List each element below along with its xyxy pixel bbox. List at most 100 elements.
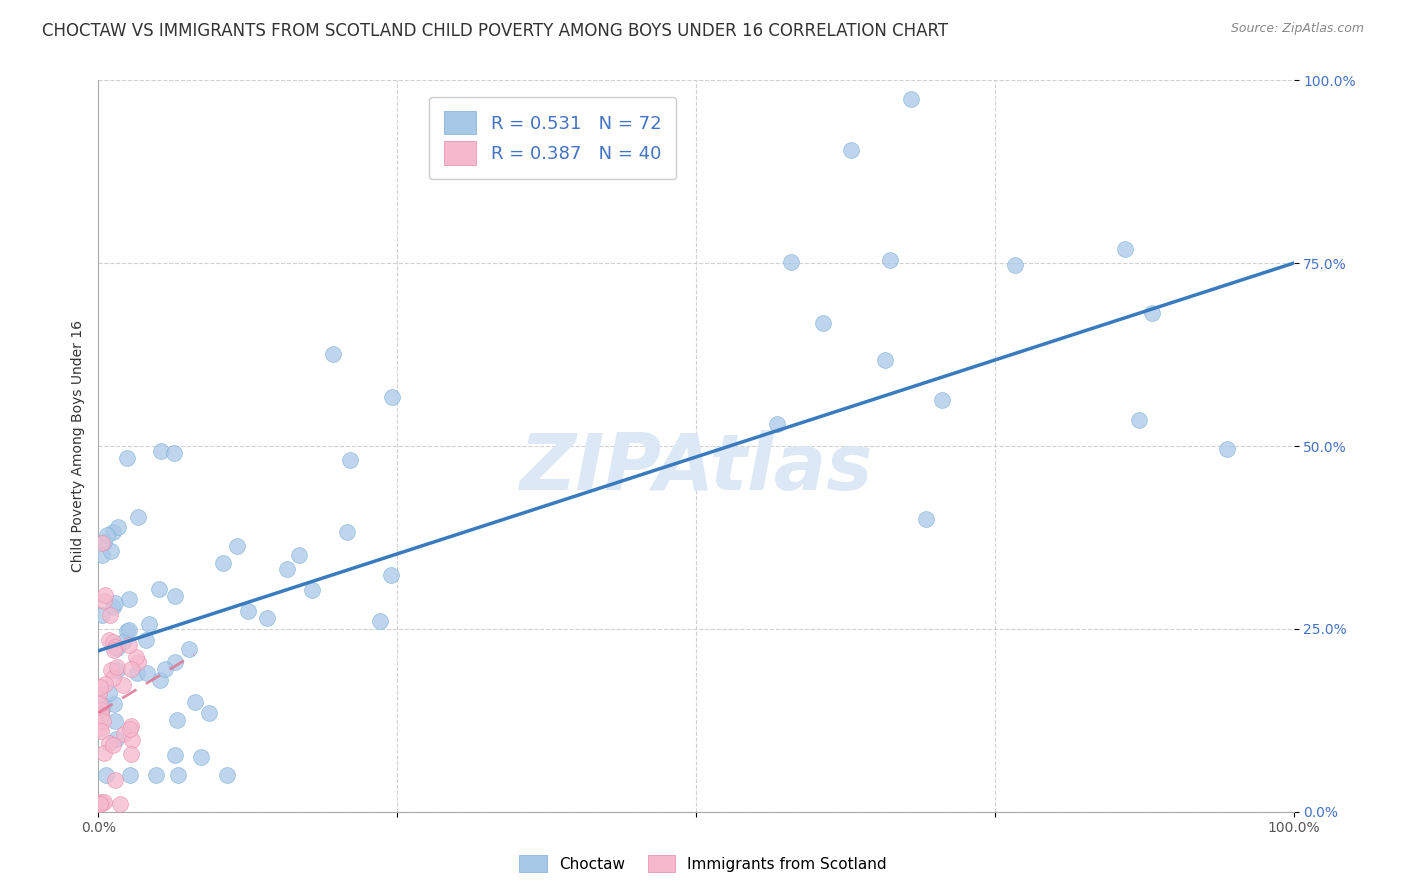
Point (190, 750, 212, 764)
Point (127, 510, 149, 524)
Point (212, 556, 235, 570)
Point (120, 747, 142, 761)
Text: Source: ZipAtlas.com: Source: ZipAtlas.com (1230, 22, 1364, 36)
Point (93, 534, 115, 549)
Point (1216, 442, 1239, 456)
Text: CHOCTAW VS IMMIGRANTS FROM SCOTLAND CHILD POVERTY AMONG BOYS UNDER 16 CORRELATIO: CHOCTAW VS IMMIGRANTS FROM SCOTLAND CHIL… (42, 22, 948, 40)
Point (111, 678, 134, 692)
Point (89, 680, 111, 694)
Point (931, 392, 953, 407)
Point (90, 723, 112, 738)
Point (276, 562, 298, 576)
Point (94, 588, 117, 602)
Point (184, 695, 207, 709)
Point (105, 660, 128, 674)
Point (875, 353, 897, 368)
Point (104, 772, 127, 787)
Point (104, 732, 127, 747)
Point (93, 746, 115, 760)
Point (135, 632, 157, 647)
Point (197, 706, 219, 721)
Point (87, 797, 110, 812)
Point (380, 390, 402, 404)
Point (91, 714, 114, 729)
Point (91, 536, 114, 550)
Point (766, 417, 789, 431)
Point (87, 687, 110, 701)
Point (90, 703, 112, 717)
Point (163, 655, 186, 669)
Point (179, 641, 201, 656)
Point (117, 639, 139, 653)
Point (100, 543, 122, 558)
Point (104, 596, 127, 610)
Point (138, 616, 160, 631)
Point (811, 316, 834, 330)
Point (166, 768, 188, 782)
Point (145, 768, 167, 782)
Point (879, 253, 901, 268)
Point (118, 623, 141, 637)
Point (124, 649, 146, 664)
Point (104, 640, 127, 654)
Point (336, 524, 359, 539)
Point (93, 795, 115, 809)
Point (98, 736, 121, 750)
Point (149, 673, 172, 687)
Point (117, 624, 139, 639)
Point (93, 594, 115, 608)
Point (839, 144, 862, 158)
Point (112, 727, 135, 741)
Point (236, 604, 259, 618)
Point (115, 451, 138, 466)
Point (1114, 242, 1136, 256)
Point (225, 539, 247, 553)
Point (107, 520, 129, 534)
Y-axis label: Child Poverty Among Boys Under 16: Child Poverty Among Boys Under 16 (70, 320, 84, 572)
Point (1004, 259, 1026, 273)
Point (322, 347, 344, 361)
Point (108, 797, 131, 812)
Point (89, 721, 111, 735)
Point (301, 583, 323, 598)
Point (162, 446, 184, 460)
Point (96, 527, 118, 541)
Point (288, 548, 311, 562)
Point (900, 92, 922, 106)
Legend: R = 0.531   N = 72, R = 0.387   N = 40: R = 0.531 N = 72, R = 0.387 N = 40 (429, 96, 676, 179)
Point (166, 713, 188, 727)
Point (90, 796, 112, 810)
Point (98, 686, 121, 700)
Point (91, 607, 114, 622)
Point (101, 671, 124, 685)
Point (136, 666, 159, 681)
Point (380, 568, 402, 582)
Point (96, 768, 118, 782)
Point (91, 703, 114, 717)
Point (148, 582, 170, 597)
Point (1128, 412, 1150, 426)
Point (339, 453, 361, 467)
Point (93, 698, 115, 713)
Point (101, 524, 124, 539)
Point (118, 591, 141, 606)
Point (103, 698, 125, 712)
Text: ZIPAtlas: ZIPAtlas (519, 430, 873, 506)
Point (370, 615, 392, 629)
Point (101, 739, 124, 753)
Point (165, 748, 187, 763)
Point (915, 512, 938, 526)
Point (91, 796, 114, 810)
Point (127, 655, 149, 669)
Point (89, 797, 111, 812)
Point (256, 611, 278, 625)
Point (112, 635, 135, 649)
Point (90, 708, 112, 723)
Point (103, 635, 125, 649)
Point (105, 664, 128, 678)
Point (121, 733, 143, 747)
Point (1140, 306, 1163, 320)
Point (217, 768, 239, 782)
Point (103, 643, 125, 657)
Point (125, 666, 148, 681)
